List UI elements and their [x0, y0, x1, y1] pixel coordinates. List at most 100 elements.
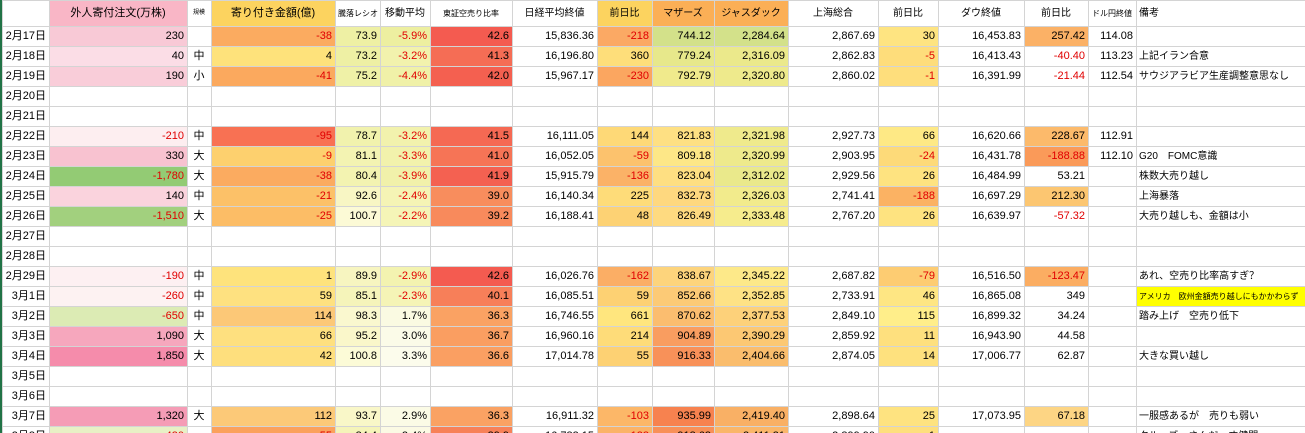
- cell-shanghai-composite[interactable]: [788, 386, 879, 407]
- cell-scale[interactable]: 大: [187, 406, 212, 427]
- cell-usdjpy-close[interactable]: [1088, 226, 1137, 247]
- cell-nikkei-change[interactable]: 48: [597, 206, 653, 227]
- header-remark[interactable]: 備考: [1136, 0, 1305, 27]
- cell-mothers[interactable]: 821.83: [652, 126, 715, 147]
- cell-shanghai-composite[interactable]: 2,767.20: [788, 206, 879, 227]
- cell-short-selling-ratio[interactable]: 36.7: [430, 326, 513, 347]
- cell-moving-average[interactable]: [380, 106, 431, 127]
- cell-opening-amount[interactable]: 42: [211, 346, 336, 367]
- cell-remark[interactable]: 大売り越しも、金額は小: [1136, 206, 1305, 227]
- cell-date[interactable]: 3月3日: [2, 326, 50, 347]
- cell-dow-close[interactable]: 17,073.95: [938, 406, 1025, 427]
- cell-usdjpy-close[interactable]: [1088, 406, 1137, 427]
- cell-remark[interactable]: [1136, 246, 1305, 267]
- cell-nikkei-close[interactable]: 16,111.05: [512, 126, 598, 147]
- cell-jasdaq[interactable]: 2,316.09: [714, 46, 789, 67]
- cell-shanghai-composite[interactable]: [788, 226, 879, 247]
- cell-date[interactable]: 3月2日: [2, 306, 50, 327]
- cell-shanghai-composite[interactable]: 2,929.56: [788, 166, 879, 187]
- cell-nikkei-change[interactable]: 214: [597, 326, 653, 347]
- cell-nikkei-change[interactable]: [597, 386, 653, 407]
- cell-mothers[interactable]: 823.04: [652, 166, 715, 187]
- cell-moving-average[interactable]: -3.3%: [380, 146, 431, 167]
- cell-shanghai-change[interactable]: 14: [878, 346, 939, 367]
- cell-remark[interactable]: [1136, 366, 1305, 387]
- cell-advance-decline-ratio[interactable]: 93.7: [335, 406, 381, 427]
- cell-foreign-opening-orders[interactable]: [49, 366, 188, 387]
- cell-dow-close[interactable]: [938, 86, 1025, 107]
- cell-opening-amount[interactable]: 4: [211, 46, 336, 67]
- cell-mothers[interactable]: 918.68: [652, 426, 715, 433]
- cell-scale[interactable]: 中: [187, 46, 212, 67]
- cell-date[interactable]: 3月5日: [2, 366, 50, 387]
- cell-shanghai-change[interactable]: 66: [878, 126, 939, 147]
- header-advance-decline-ratio[interactable]: 騰落レシオ: [335, 0, 381, 27]
- cell-advance-decline-ratio[interactable]: 84.4: [335, 426, 381, 433]
- cell-shanghai-change[interactable]: 30: [878, 26, 939, 47]
- cell-dow-close[interactable]: 16,391.99: [938, 66, 1025, 87]
- cell-shanghai-composite[interactable]: [788, 366, 879, 387]
- cell-shanghai-composite[interactable]: 2,898.64: [788, 406, 879, 427]
- cell-scale[interactable]: [187, 106, 212, 127]
- cell-jasdaq[interactable]: 2,284.64: [714, 26, 789, 47]
- cell-mothers[interactable]: 826.49: [652, 206, 715, 227]
- cell-advance-decline-ratio[interactable]: 98.3: [335, 306, 381, 327]
- cell-dow-change[interactable]: 67.18: [1024, 406, 1089, 427]
- cell-short-selling-ratio[interactable]: 39.2: [430, 206, 513, 227]
- cell-moving-average[interactable]: [380, 246, 431, 267]
- cell-usdjpy-close[interactable]: 112.91: [1088, 126, 1137, 147]
- cell-scale[interactable]: [187, 426, 212, 433]
- cell-date[interactable]: 2月22日: [2, 126, 50, 147]
- cell-foreign-opening-orders[interactable]: [49, 106, 188, 127]
- cell-shanghai-change[interactable]: -5: [878, 46, 939, 67]
- cell-remark[interactable]: [1136, 106, 1305, 127]
- cell-advance-decline-ratio[interactable]: [335, 246, 381, 267]
- cell-nikkei-close[interactable]: [512, 86, 598, 107]
- cell-usdjpy-close[interactable]: [1088, 286, 1137, 307]
- cell-dow-change[interactable]: [1024, 226, 1089, 247]
- cell-short-selling-ratio[interactable]: [430, 386, 513, 407]
- cell-scale[interactable]: 大: [187, 206, 212, 227]
- cell-advance-decline-ratio[interactable]: 81.1: [335, 146, 381, 167]
- cell-dow-change[interactable]: 34.24: [1024, 306, 1089, 327]
- cell-dow-close[interactable]: [938, 226, 1025, 247]
- cell-short-selling-ratio[interactable]: 39.9: [430, 426, 513, 433]
- cell-shanghai-change[interactable]: -1: [878, 66, 939, 87]
- cell-foreign-opening-orders[interactable]: [49, 246, 188, 267]
- cell-moving-average[interactable]: 2.4%: [380, 426, 431, 433]
- cell-usdjpy-close[interactable]: 112.54: [1088, 66, 1137, 87]
- cell-shanghai-change[interactable]: 11: [878, 326, 939, 347]
- cell-usdjpy-close[interactable]: [1088, 386, 1137, 407]
- cell-opening-amount[interactable]: [211, 386, 336, 407]
- cell-short-selling-ratio[interactable]: [430, 246, 513, 267]
- cell-dow-change[interactable]: -21.44: [1024, 66, 1089, 87]
- cell-short-selling-ratio[interactable]: 42.0: [430, 66, 513, 87]
- cell-dow-close[interactable]: 17,006.77: [938, 346, 1025, 367]
- cell-date[interactable]: 3月1日: [2, 286, 50, 307]
- cell-shanghai-composite[interactable]: 2,687.82: [788, 266, 879, 287]
- header-date[interactable]: [2, 0, 50, 27]
- header-shanghai-composite[interactable]: 上海総合: [788, 0, 879, 27]
- cell-moving-average[interactable]: [380, 86, 431, 107]
- cell-scale[interactable]: [187, 386, 212, 407]
- cell-dow-close[interactable]: 16,484.99: [938, 166, 1025, 187]
- cell-shanghai-composite[interactable]: 2,849.10: [788, 306, 879, 327]
- cell-remark[interactable]: [1136, 326, 1305, 347]
- cell-opening-amount[interactable]: -41: [211, 66, 336, 87]
- cell-usdjpy-close[interactable]: [1088, 326, 1137, 347]
- cell-nikkei-change[interactable]: [597, 86, 653, 107]
- cell-remark[interactable]: 大きな買い越し: [1136, 346, 1305, 367]
- cell-nikkei-close[interactable]: 16,085.51: [512, 286, 598, 307]
- cell-shanghai-change[interactable]: 25: [878, 406, 939, 427]
- cell-jasdaq[interactable]: [714, 226, 789, 247]
- cell-advance-decline-ratio[interactable]: [335, 366, 381, 387]
- cell-dow-change[interactable]: [1024, 386, 1089, 407]
- cell-dow-close[interactable]: 16,943.90: [938, 326, 1025, 347]
- cell-mothers[interactable]: 832.73: [652, 186, 715, 207]
- cell-short-selling-ratio[interactable]: [430, 226, 513, 247]
- cell-usdjpy-close[interactable]: [1088, 426, 1137, 433]
- cell-dow-close[interactable]: 16,413.43: [938, 46, 1025, 67]
- cell-scale[interactable]: 中: [187, 266, 212, 287]
- cell-advance-decline-ratio[interactable]: 85.1: [335, 286, 381, 307]
- cell-remark[interactable]: 上記イラン合意: [1136, 46, 1305, 67]
